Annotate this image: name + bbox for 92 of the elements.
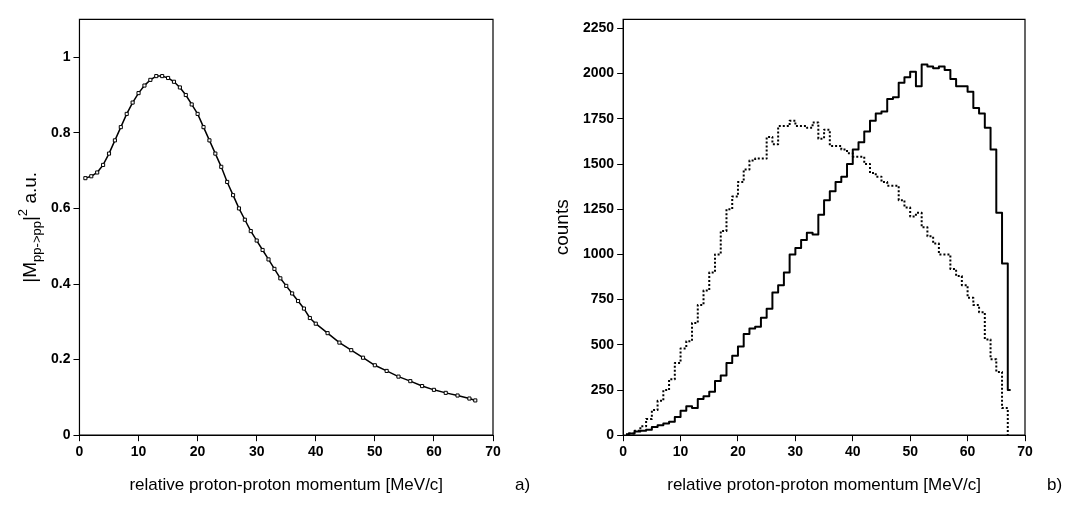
point — [337, 340, 342, 345]
y-axis-title: counts — [551, 199, 572, 256]
x-tick-label: 0 — [619, 443, 628, 460]
point — [284, 283, 289, 288]
y-tick-label: 1750 — [582, 109, 615, 126]
point — [396, 374, 401, 379]
y-axis-title: |Mpp->pp|2 a.u. — [15, 171, 44, 283]
point — [431, 387, 436, 392]
y-tick-label: 0.4 — [50, 274, 71, 291]
point — [207, 138, 212, 143]
point — [242, 217, 247, 222]
point — [130, 100, 135, 105]
point — [473, 398, 478, 403]
x-tick-label: 30 — [248, 443, 265, 460]
point — [420, 384, 425, 389]
point — [231, 193, 236, 198]
x-tick-label: 10 — [130, 443, 147, 460]
x-axis-title: relative proton-proton momentum [MeV/c] — [129, 475, 444, 494]
point — [195, 111, 200, 116]
point — [106, 151, 112, 156]
point — [225, 179, 230, 184]
x-tick-label: 50 — [367, 443, 383, 460]
point — [307, 315, 312, 321]
point — [201, 125, 206, 130]
x-tick-label: 40 — [844, 443, 861, 460]
text: a) — [515, 475, 531, 494]
y-tick-label: 1500 — [582, 154, 615, 171]
point — [301, 306, 307, 311]
point — [266, 257, 271, 262]
point — [408, 379, 413, 384]
y-tick-label: 500 — [590, 335, 615, 352]
x-axis-title: relative proton-proton momentum [MeV/c] — [667, 475, 981, 494]
point — [124, 111, 129, 116]
point — [118, 125, 123, 130]
point — [349, 348, 354, 353]
point — [112, 138, 117, 143]
point — [83, 176, 88, 181]
point — [95, 170, 100, 175]
point — [455, 393, 460, 398]
point — [101, 162, 106, 167]
y-tick-label: 2250 — [582, 19, 615, 36]
text: b) — [1047, 475, 1063, 494]
y-tick-label: 2000 — [582, 64, 615, 81]
point — [236, 206, 242, 211]
point — [443, 390, 448, 395]
point — [177, 85, 182, 90]
point — [360, 355, 366, 360]
point — [183, 92, 188, 98]
x-tick-label: 60 — [426, 443, 442, 460]
point — [278, 276, 283, 281]
point — [160, 74, 165, 79]
x-tick-label: 40 — [307, 443, 324, 460]
point — [219, 164, 224, 169]
point — [154, 74, 159, 79]
x-tick-label: 10 — [672, 443, 689, 460]
point — [290, 291, 295, 296]
y-tick-label: 250 — [590, 380, 615, 397]
point — [467, 396, 472, 401]
y-tick-label: 0 — [606, 426, 615, 443]
x-tick-label: 70 — [485, 443, 501, 460]
y-tick-label: 1000 — [582, 245, 615, 262]
point — [260, 247, 265, 253]
point — [213, 151, 218, 156]
x-tick-label: 30 — [787, 443, 804, 460]
x-tick-label: 60 — [959, 443, 976, 460]
point — [295, 298, 301, 304]
x-tick-label: 20 — [730, 443, 746, 460]
point — [313, 321, 318, 326]
point — [254, 238, 259, 243]
y-tick-label: 0 — [62, 426, 71, 443]
y-tick-label: 0.6 — [50, 199, 71, 216]
point — [248, 229, 253, 234]
x-tick-label: 50 — [902, 443, 919, 460]
y-tick-label: 0.2 — [50, 350, 71, 367]
point — [372, 363, 377, 368]
point — [272, 266, 277, 271]
point — [189, 102, 194, 107]
y-tick-label: 750 — [590, 290, 615, 307]
y-tick-label: 1 — [62, 48, 71, 65]
y-tick-label: 0.8 — [50, 123, 71, 140]
x-tick-label: 20 — [189, 443, 206, 460]
point — [89, 174, 94, 179]
point — [142, 83, 147, 88]
x-tick-label: 0 — [75, 443, 84, 460]
y-tick-label: 1250 — [582, 200, 615, 217]
point — [166, 75, 171, 81]
point — [171, 79, 177, 84]
point — [325, 331, 330, 336]
point — [136, 91, 141, 96]
point — [148, 77, 153, 82]
x-tick-label: 70 — [1017, 443, 1033, 460]
point — [384, 368, 389, 373]
